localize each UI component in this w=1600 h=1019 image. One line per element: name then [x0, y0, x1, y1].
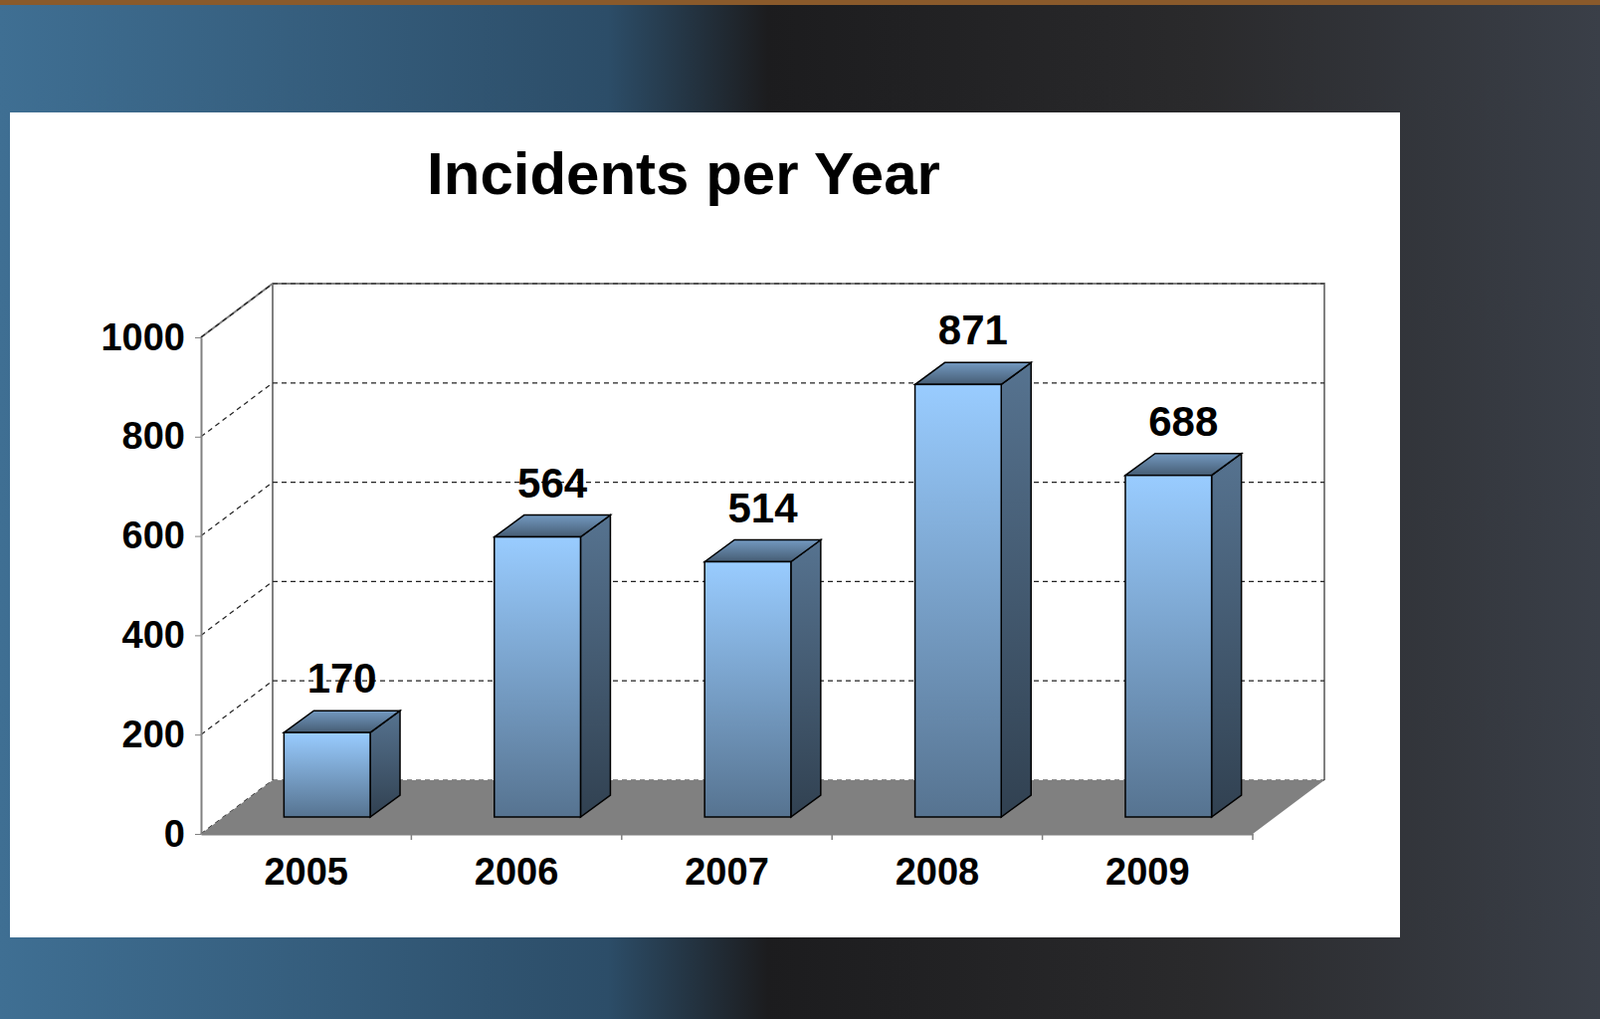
bar-top [704, 540, 821, 563]
bar [1125, 475, 1212, 817]
y-tick-label: 200 [122, 713, 186, 756]
bar-side [791, 540, 821, 817]
x-tick: 2005 [263, 833, 349, 893]
data-label: 514 [727, 484, 799, 532]
x-tick-label: 2008 [895, 850, 981, 893]
y-tick-label: 600 [122, 514, 186, 557]
y-tick: 1000 [100, 316, 201, 359]
bars [283, 362, 1241, 817]
x-axis-line [201, 833, 1254, 836]
bar-top [915, 362, 1032, 385]
y-tick-mark [195, 337, 201, 339]
grid [200, 283, 1325, 834]
x-tick: 2007 [684, 833, 770, 893]
x-tick-label: 2007 [684, 850, 770, 893]
category-divider [410, 833, 413, 840]
y-axis-line [200, 338, 203, 835]
x-tick: 2008 [895, 833, 981, 893]
y-tick: 800 [122, 414, 201, 457]
y-tick: 200 [122, 713, 201, 756]
category-divider [620, 833, 623, 840]
x-tick-label: 2009 [1105, 850, 1191, 893]
y-tick-mark [195, 734, 201, 736]
y-axis: 0 200 400 600 800 1000 [100, 316, 201, 855]
x-tick-label: 2006 [474, 850, 560, 893]
bar-group [704, 540, 821, 817]
y-tick-label: 1000 [100, 316, 186, 359]
y-tick-mark [195, 833, 201, 835]
x-tick: 2009 [1105, 833, 1191, 893]
chart-svg: Incidents per Year 170 564 514 871 688 0 200 400… [0, 0, 1600, 1019]
data-labels: 170 564 514 871 688 [307, 306, 1219, 702]
grid-line [200, 283, 1325, 338]
category-divider [1251, 833, 1254, 840]
y-tick-label: 0 [164, 812, 186, 855]
data-label: 170 [307, 654, 378, 702]
category-dividers [410, 833, 1253, 840]
category-divider [830, 833, 833, 840]
y-tick: 0 [164, 812, 201, 855]
y-tick: 400 [122, 613, 201, 656]
chart-title: Incidents per Year [426, 140, 941, 207]
bar [704, 562, 792, 817]
bar-group [915, 362, 1032, 817]
data-label: 688 [1148, 398, 1218, 445]
bar-top [494, 515, 611, 538]
y-tick-mark [195, 634, 201, 636]
bar [494, 537, 582, 817]
bar-top [1125, 453, 1242, 476]
x-tick: 2006 [474, 833, 560, 893]
y-tick-mark [195, 536, 201, 538]
y-tick-label: 400 [122, 613, 186, 656]
bar-side [1211, 453, 1242, 817]
category-divider [1041, 833, 1044, 840]
chart-panel [9, 112, 1400, 938]
bar [915, 384, 1002, 817]
bar-group [494, 515, 611, 817]
bar-side [1000, 362, 1031, 817]
bar [283, 732, 371, 817]
data-label: 871 [938, 306, 1008, 354]
bar-group [1125, 453, 1242, 817]
bar-group [283, 710, 400, 817]
x-axis: 2005 2006 2007 2008 2009 [201, 833, 1254, 893]
bar-side [580, 515, 610, 817]
y-tick: 600 [122, 514, 201, 557]
data-label: 564 [517, 459, 589, 507]
bar-top [283, 710, 400, 733]
y-tick-mark [195, 436, 201, 438]
y-tick-label: 800 [122, 414, 186, 457]
x-tick-label: 2005 [263, 850, 349, 893]
